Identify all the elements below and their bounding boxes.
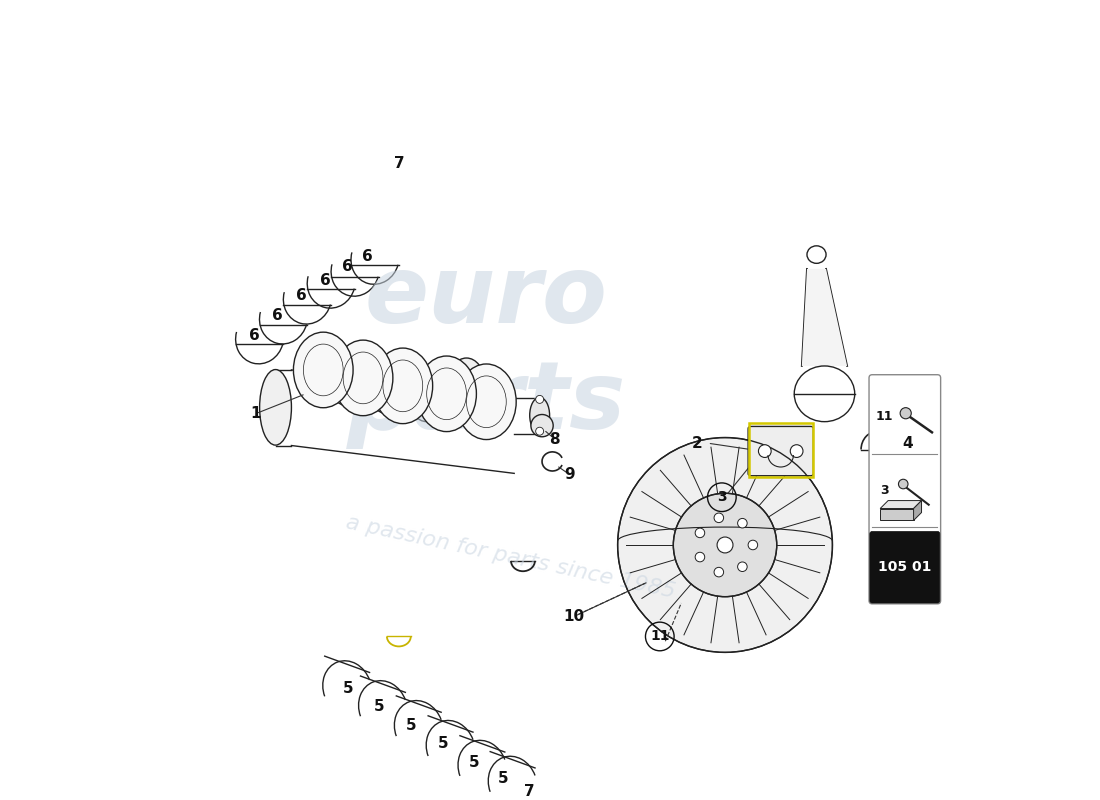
Ellipse shape — [417, 356, 476, 432]
Text: 6: 6 — [342, 259, 352, 274]
Text: 11: 11 — [876, 410, 893, 423]
FancyBboxPatch shape — [870, 531, 939, 603]
Ellipse shape — [530, 398, 550, 433]
Text: 105 01: 105 01 — [878, 560, 932, 574]
Ellipse shape — [456, 364, 516, 439]
Circle shape — [748, 540, 758, 550]
Text: 5: 5 — [469, 754, 480, 770]
Text: 6: 6 — [272, 308, 283, 323]
Ellipse shape — [409, 374, 444, 422]
Text: a passion for parts since 1985: a passion for parts since 1985 — [343, 512, 676, 602]
Circle shape — [695, 528, 705, 538]
FancyBboxPatch shape — [869, 374, 940, 604]
Ellipse shape — [368, 366, 405, 414]
Ellipse shape — [373, 348, 432, 424]
Text: 9: 9 — [564, 466, 574, 482]
Text: 6: 6 — [320, 273, 331, 287]
Polygon shape — [880, 501, 922, 509]
Circle shape — [900, 408, 911, 418]
Text: 6: 6 — [296, 289, 307, 303]
Text: 6: 6 — [249, 328, 260, 343]
Text: 11: 11 — [650, 630, 670, 643]
Ellipse shape — [333, 340, 393, 416]
Text: 7: 7 — [524, 784, 535, 799]
Circle shape — [617, 438, 833, 652]
Polygon shape — [802, 269, 847, 366]
Polygon shape — [914, 501, 922, 521]
Ellipse shape — [294, 332, 353, 408]
Text: 7: 7 — [394, 155, 404, 170]
Circle shape — [714, 513, 724, 522]
Circle shape — [738, 562, 747, 571]
Text: 3: 3 — [717, 490, 727, 504]
Circle shape — [714, 567, 724, 577]
Circle shape — [899, 479, 907, 489]
Text: 2: 2 — [692, 436, 703, 450]
Text: 6: 6 — [362, 249, 373, 264]
Polygon shape — [880, 509, 914, 521]
Text: 3: 3 — [880, 484, 889, 497]
Circle shape — [536, 395, 543, 403]
Ellipse shape — [449, 358, 484, 406]
Text: 5: 5 — [497, 770, 508, 786]
Text: 5: 5 — [406, 718, 417, 733]
Text: euro
parts: euro parts — [346, 251, 626, 450]
Ellipse shape — [329, 358, 365, 406]
Circle shape — [673, 494, 777, 597]
Text: 10: 10 — [563, 609, 584, 624]
Circle shape — [717, 537, 733, 553]
Circle shape — [790, 445, 803, 458]
Circle shape — [758, 445, 771, 458]
Circle shape — [738, 518, 747, 528]
FancyBboxPatch shape — [748, 426, 813, 476]
Circle shape — [531, 414, 553, 437]
Text: 5: 5 — [374, 699, 384, 714]
Text: 5: 5 — [438, 736, 449, 751]
Circle shape — [695, 552, 705, 562]
Text: 5: 5 — [342, 681, 353, 696]
Text: 8: 8 — [550, 432, 560, 446]
Text: 4: 4 — [903, 436, 913, 450]
Circle shape — [536, 427, 543, 435]
Ellipse shape — [260, 370, 292, 445]
Bar — [749, 423, 813, 478]
Text: 1: 1 — [251, 406, 261, 422]
